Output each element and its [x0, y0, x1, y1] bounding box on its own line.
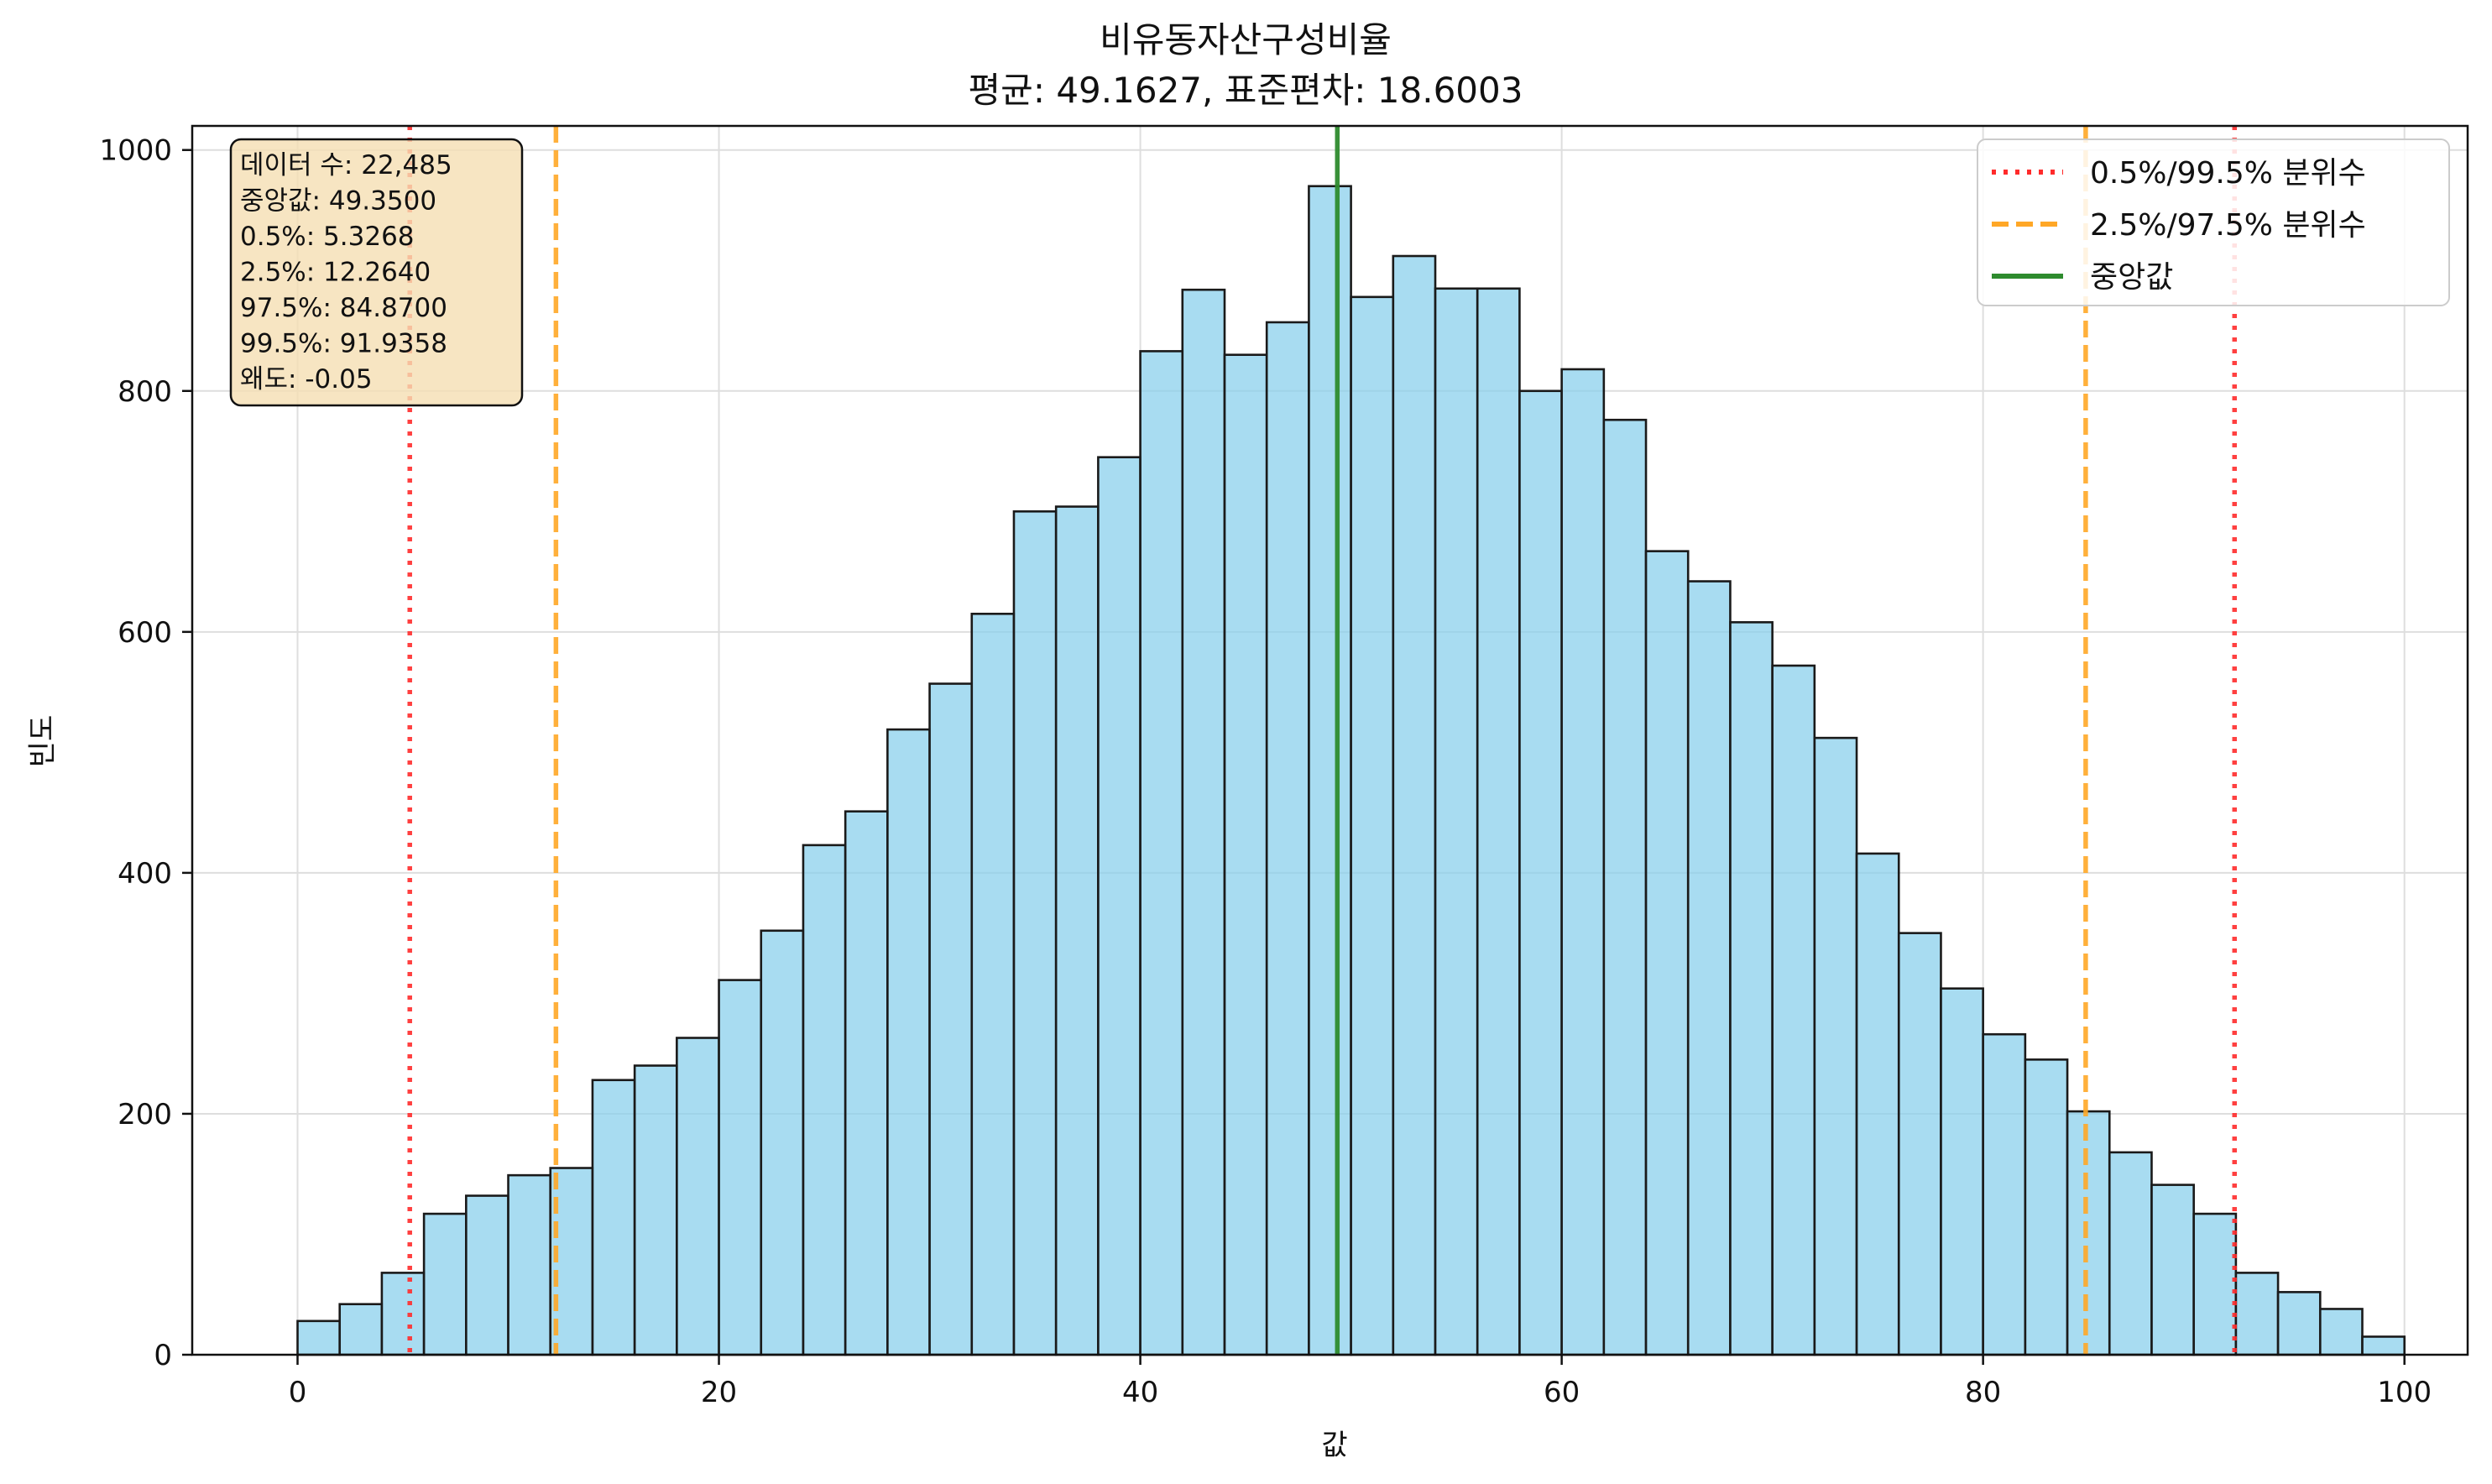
histogram-bar [1350, 295, 1395, 1356]
stats-line: 2.5%: 12.2640 [240, 258, 431, 288]
histogram-bar [970, 612, 1016, 1356]
histogram-bar [380, 1272, 426, 1356]
stats-line: 중앙값: 49.3500 [240, 186, 436, 217]
histogram-bar [2066, 1110, 2111, 1356]
histogram-bar [338, 1303, 384, 1356]
chart-subtitle: 평균: 49.1627, 표준편차: 18.6003 [969, 70, 1523, 111]
x-tick-label: 80 [1965, 1376, 2001, 1409]
histogram-bar [1476, 287, 1521, 1356]
histogram-bar [886, 728, 931, 1356]
histogram-bar [296, 1319, 342, 1356]
histogram-bar [1644, 550, 1690, 1356]
histogram-bar [1308, 185, 1352, 1356]
y-axis-label: 빈도 [26, 715, 60, 768]
histogram-bar [1940, 987, 1984, 1356]
histogram-bar [1560, 368, 1606, 1356]
histogram-bar [2024, 1058, 2069, 1356]
x-tick-label: 60 [1544, 1376, 1580, 1409]
legend-label: 2.5%/97.5% 분위수 [2090, 208, 2366, 243]
stats-line: 왜도: -0.05 [240, 364, 373, 395]
chart-title: 비유동자산구성비율 [1100, 19, 1392, 60]
histogram-bar [718, 979, 763, 1356]
x-tick-label: 20 [701, 1376, 737, 1409]
histogram-bar [844, 810, 889, 1356]
histogram-bar [1897, 932, 1942, 1356]
legend-label: 0.5%/99.5% 분위수 [2090, 156, 2366, 191]
histogram-bar [422, 1212, 468, 1356]
histogram-bar [1097, 456, 1142, 1356]
histogram-bar [1813, 736, 1858, 1356]
x-axis-label: 값 [1321, 1429, 1347, 1462]
y-tick-label: 0 [154, 1339, 172, 1372]
stats-line: 99.5%: 91.9358 [240, 329, 447, 359]
histogram-bar [507, 1173, 552, 1356]
y-tick-label: 1000 [99, 134, 172, 168]
histogram-bar [1012, 509, 1058, 1356]
histogram-bar [928, 682, 974, 1356]
histogram-bar [2192, 1212, 2238, 1356]
histogram-bar [1855, 852, 1900, 1356]
stats-line: 데이터 수: 22,485 [240, 150, 452, 180]
plot-frame [191, 124, 2469, 1356]
histogram-bar [2234, 1272, 2280, 1356]
histogram-bar [1223, 353, 1268, 1356]
histogram-bar [465, 1194, 509, 1356]
y-axis-ticks: 0 200 400 600 800 1000 [99, 134, 192, 1372]
histogram-bar [1181, 288, 1226, 1356]
histogram-bar [2108, 1151, 2153, 1356]
histogram-bar [2276, 1291, 2322, 1356]
histogram-bar [2361, 1335, 2406, 1356]
y-tick-label: 800 [118, 375, 172, 409]
histogram-bar [802, 844, 847, 1356]
stats-line: 0.5%: 5.3268 [240, 222, 415, 252]
x-tick-label: 100 [2377, 1376, 2432, 1409]
legend-label: 중앙값 [2090, 260, 2173, 295]
histogram-bar [1518, 389, 1563, 1356]
stats-box: 데이터 수: 22,485 중앙값: 49.3500 0.5%: 5.3268 2.5… [229, 138, 524, 407]
histogram-bar [633, 1064, 678, 1356]
x-tick-label: 0 [289, 1376, 307, 1409]
stats-box-background [229, 138, 524, 407]
histogram-bar [2318, 1308, 2364, 1356]
histogram-bar [1771, 664, 1816, 1356]
histogram-bar [1729, 621, 1774, 1356]
histogram-bar [1434, 287, 1479, 1356]
stats-line: 97.5%: 84.8700 [240, 293, 447, 323]
y-tick-label: 600 [118, 616, 172, 650]
histogram-bar [1054, 505, 1100, 1356]
histogram-bar [676, 1037, 720, 1356]
histogram-bar [1139, 350, 1184, 1356]
histogram-bar [1602, 418, 1648, 1356]
histogram-bar [760, 929, 805, 1356]
histogram-bar [1982, 1032, 2027, 1356]
histogram-bar [2150, 1184, 2195, 1356]
histogram-bar [1392, 254, 1437, 1356]
legend-frame [1977, 138, 2450, 306]
histogram-bars [296, 185, 2406, 1356]
x-tick-label: 40 [1122, 1376, 1158, 1409]
y-tick-label: 200 [118, 1098, 172, 1131]
histogram-bar [1265, 321, 1310, 1356]
histogram-bar [1686, 580, 1732, 1356]
histogram-bar [591, 1079, 636, 1356]
x-axis-ticks: 0 20 40 60 80 100 [289, 1355, 2432, 1409]
y-tick-label: 400 [118, 857, 172, 891]
reference-lines [407, 126, 2238, 1355]
